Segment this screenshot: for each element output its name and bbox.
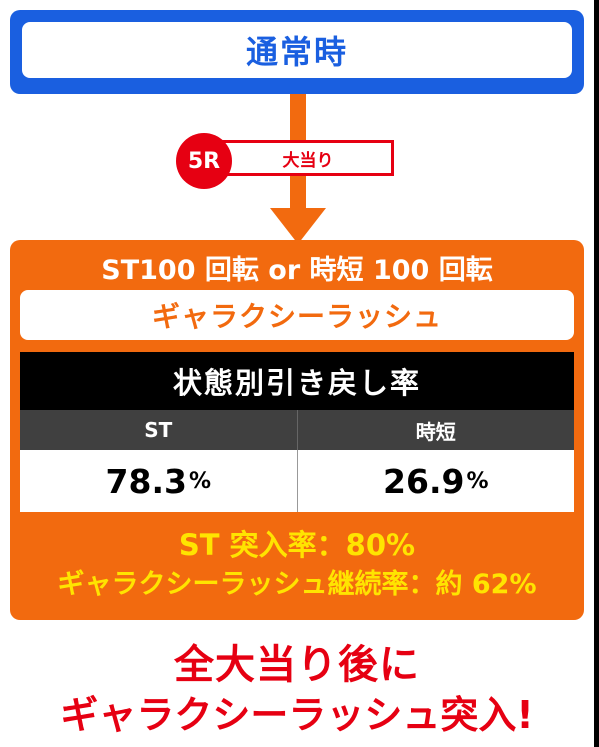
continuation-rate: ギャラクシーラッシュ継続率：約 62%: [57, 569, 537, 600]
table-header-row: ST 時短: [20, 410, 574, 450]
flow-arrow-head: [270, 208, 326, 244]
table-title: 状態別引き戻し率: [20, 352, 574, 410]
footer-line-1: 全大当り後に: [174, 642, 420, 688]
jackpot-label: 大当り: [282, 150, 334, 171]
st-value: 78.3: [105, 461, 187, 501]
cell-jitan-value: 26.9%: [298, 450, 575, 512]
return-rate-table: 状態別引き戻し率 ST 時短 78.3% 26.9%: [20, 352, 574, 512]
jitan-value: 26.9: [383, 461, 465, 501]
rush-header: ST100 回転 or 時短 100 回転: [101, 255, 493, 286]
normal-state-label: 通常時: [22, 22, 572, 78]
st-entry-rate: ST 突入率：80%: [178, 528, 416, 562]
rush-box: ST100 回転 or 時短 100 回転 ギャラクシーラッシュ 状態別引き戻し…: [10, 240, 584, 620]
cell-st-value: 78.3%: [20, 450, 298, 512]
rush-name: ギャラクシーラッシュ: [20, 290, 574, 340]
column-header-st: ST: [20, 410, 298, 450]
normal-state-box: 通常時: [10, 10, 584, 94]
jitan-unit: %: [466, 468, 489, 494]
table-row: 78.3% 26.9%: [20, 450, 574, 512]
st-unit: %: [188, 468, 211, 494]
jackpot-label-bar: 大当り: [222, 140, 394, 176]
round-label: 5R: [187, 148, 221, 174]
column-header-jitan: 時短: [415, 419, 456, 444]
footer-line-2: ギャラクシーラッシュ突入!: [60, 693, 534, 737]
round-badge: 5R: [176, 133, 232, 189]
